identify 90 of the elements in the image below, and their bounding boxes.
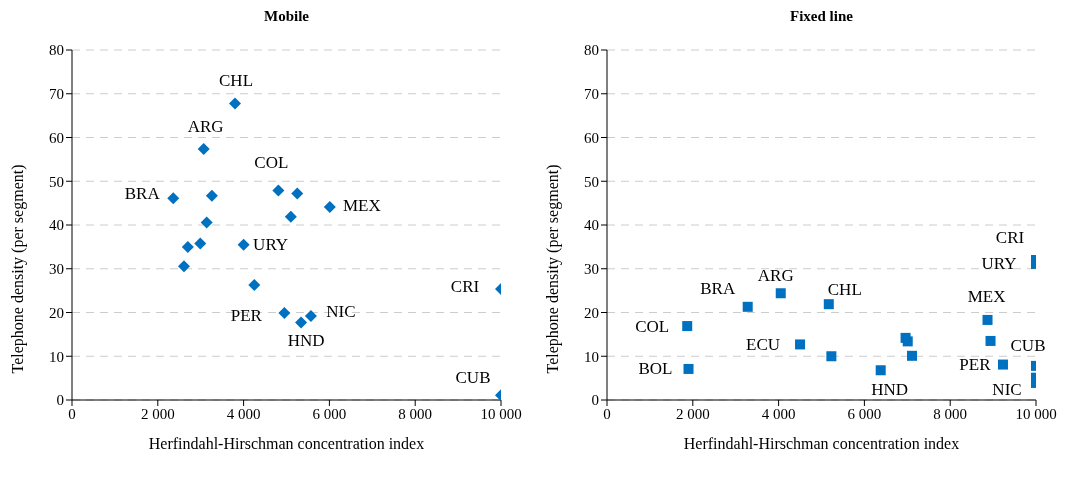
point (272, 184, 285, 197)
y-tick-label: 70 (49, 86, 64, 103)
chart-title: Mobile (263, 8, 310, 25)
annotation: PER (230, 306, 263, 326)
point (291, 187, 304, 200)
y-tick-label: 50 (584, 173, 599, 190)
annotation: URY (253, 235, 289, 255)
x-tick-label: 10 000 (1015, 405, 1057, 422)
y-tick-label: 0 (591, 392, 599, 409)
point (323, 201, 336, 214)
y-tick-label: 60 (584, 129, 599, 146)
point (167, 192, 180, 205)
point (205, 189, 218, 202)
x-tick-label: 6 000 (312, 405, 347, 422)
y-tick-label: 80 (49, 42, 64, 59)
annotation: NIC (326, 301, 356, 321)
y-tick-label: 70 (584, 86, 599, 103)
point (826, 351, 837, 362)
annotation: COL (635, 316, 670, 336)
annotation: URY (981, 254, 1017, 274)
point (229, 97, 242, 110)
point (742, 301, 753, 312)
point (278, 306, 291, 319)
x-axis-title: Herfindahl-Hirschman concentration index (682, 435, 961, 453)
annotation: HND (287, 331, 325, 351)
x-tick-label: 2 000 (675, 405, 710, 422)
y-tick-label: 10 (49, 348, 64, 365)
annotation: ARG (187, 117, 224, 137)
x-tick-label: 6 000 (847, 405, 882, 422)
y-tick-label: 30 (49, 261, 64, 278)
x-tick-label: 8 000 (398, 405, 433, 422)
annotation: BOL (638, 359, 673, 379)
annotation: CRI (995, 227, 1025, 247)
annotation: ARG (757, 265, 794, 285)
point (284, 210, 297, 223)
x-tick-label: 4 000 (226, 405, 261, 422)
annotation: COL (254, 152, 289, 172)
y-axis-title: Telephone density (per segment) (9, 163, 27, 376)
y-axis-title: Telephone density (per segment) (544, 163, 562, 376)
annotation: CUB (1010, 336, 1046, 356)
annotation: BRA (124, 183, 161, 203)
point (985, 335, 996, 346)
annotation: CRI (450, 277, 480, 297)
x-axis-title: Herfindahl-Hirschman concentration index (147, 435, 426, 453)
annotation: HND (871, 379, 909, 399)
point (248, 278, 261, 291)
y-tick-label: 40 (49, 217, 64, 234)
y-tick-label: 30 (584, 261, 599, 278)
x-tick-label: 2 000 (140, 405, 175, 422)
x-tick-label: 0 (68, 405, 76, 422)
point (907, 350, 918, 361)
point (795, 339, 806, 350)
annotation: MEX (342, 195, 381, 215)
point (902, 336, 913, 347)
point (200, 216, 213, 229)
y-tick-label: 50 (49, 173, 64, 190)
point (982, 314, 993, 325)
y-tick-label: 20 (584, 304, 599, 321)
point (194, 237, 207, 250)
point (295, 316, 308, 329)
point (197, 142, 210, 155)
annotation: CHL (219, 70, 254, 90)
point (682, 321, 693, 332)
y-tick-label: 40 (584, 217, 599, 234)
point (823, 299, 834, 310)
annotation: PER (959, 355, 992, 375)
point (181, 240, 194, 253)
annotation: CUB (455, 367, 491, 387)
x-tick-label: 8 000 (933, 405, 968, 422)
annotation: ECU (746, 334, 781, 354)
point (775, 288, 786, 299)
annotation: MEX (967, 287, 1006, 307)
annotation: BRA (700, 279, 736, 299)
y-tick-label: 0 (56, 392, 64, 409)
point (875, 365, 886, 376)
annotation: NIC (992, 380, 1022, 400)
x-tick-label: 0 (603, 405, 611, 422)
point (683, 363, 694, 374)
y-tick-label: 10 (584, 348, 599, 365)
point (997, 359, 1008, 370)
y-tick-label: 80 (584, 42, 599, 59)
point (304, 310, 317, 322)
y-tick-label: 60 (49, 129, 64, 146)
annotation: CHL (827, 279, 862, 299)
point (177, 260, 190, 273)
x-tick-label: 4 000 (761, 405, 796, 422)
x-tick-label: 10 000 (480, 405, 522, 422)
y-tick-label: 20 (49, 304, 64, 321)
chart-title: Fixed line (789, 8, 854, 25)
point (237, 238, 250, 251)
